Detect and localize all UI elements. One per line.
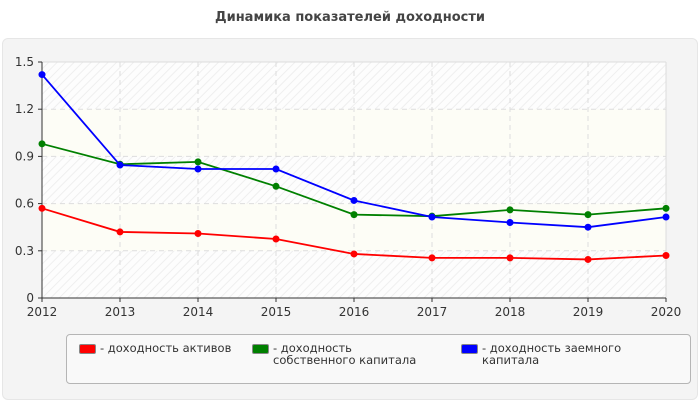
legend-item-assets: - доходность активов (79, 342, 239, 354)
data-point-2 (350, 196, 358, 204)
data-point-2 (506, 218, 514, 226)
data-point-1 (38, 140, 46, 148)
data-point-2 (428, 213, 436, 221)
x-tick-label: 2015 (261, 305, 292, 319)
data-point-1 (584, 211, 592, 219)
data-point-1 (350, 211, 358, 219)
x-tick-label: 2017 (417, 305, 448, 319)
data-point-0 (116, 228, 124, 236)
data-point-0 (194, 229, 202, 237)
y-tick-label: 0.6 (15, 197, 34, 211)
data-point-0 (38, 204, 46, 212)
data-point-0 (662, 252, 670, 260)
x-tick-label: 2018 (495, 305, 526, 319)
x-tick-label: 2016 (339, 305, 370, 319)
data-point-0 (584, 255, 592, 263)
data-point-2 (272, 165, 280, 173)
data-point-2 (194, 165, 202, 173)
y-tick-label: 1.5 (15, 55, 34, 69)
legend-item-debt: - доходность заемного капитала (461, 342, 631, 366)
x-tick-label: 2019 (573, 305, 604, 319)
y-tick-label: 1.2 (15, 102, 34, 116)
data-point-0 (350, 250, 358, 258)
data-point-2 (116, 161, 124, 169)
data-point-0 (272, 235, 280, 243)
data-point-2 (38, 71, 46, 79)
legend-swatch-blue (461, 344, 478, 354)
data-point-1 (506, 206, 514, 214)
data-point-1 (272, 182, 280, 190)
data-point-2 (662, 213, 670, 221)
x-tick-label: 2020 (651, 305, 682, 319)
data-point-1 (194, 158, 202, 166)
y-tick-label: 0.3 (15, 244, 34, 258)
legend-swatch-red (79, 344, 96, 354)
legend: - доходность активов - доходность собств… (66, 334, 691, 384)
chart-title: Динамика показателей доходности (215, 10, 485, 25)
legend-label: - доходность заемного капитала (482, 341, 622, 367)
data-point-2 (584, 223, 592, 231)
legend-label: - доходность собственного капитала (273, 341, 417, 367)
legend-item-equity: - доходность собственного капитала (252, 342, 432, 366)
data-point-0 (428, 254, 436, 262)
x-tick-label: 2013 (105, 305, 136, 319)
y-tick-label: 0 (26, 291, 34, 305)
legend-swatch-green (252, 344, 269, 354)
data-point-1 (662, 204, 670, 212)
y-tick-label: 0.9 (15, 149, 34, 163)
x-tick-label: 2014 (183, 305, 214, 319)
data-point-0 (506, 254, 514, 262)
x-tick-label: 2012 (27, 305, 58, 319)
legend-label: - доходность активов (100, 341, 232, 355)
